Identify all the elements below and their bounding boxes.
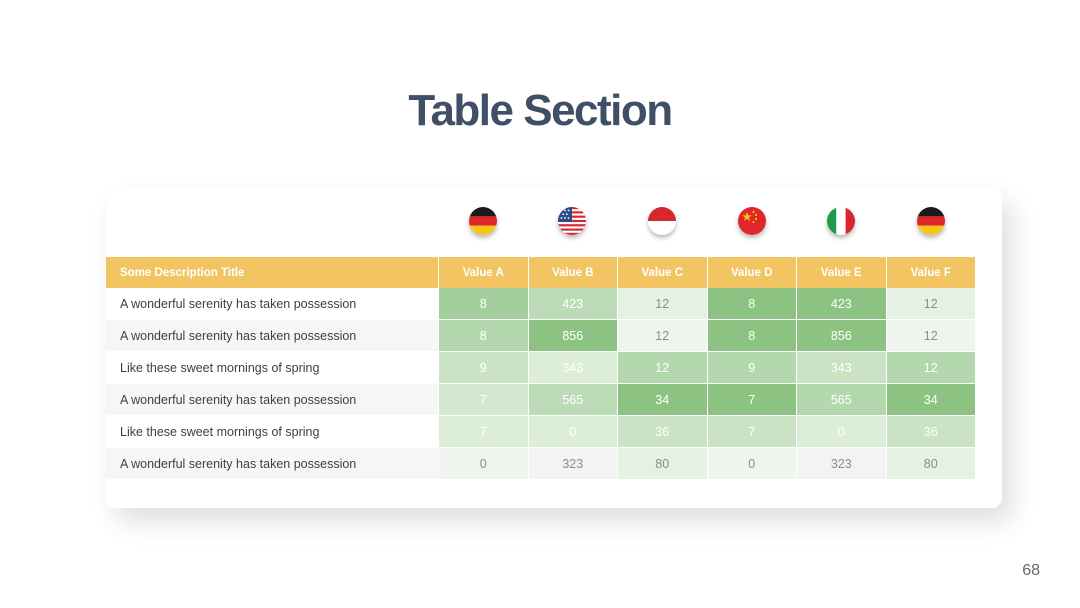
value-cell: 8 [438, 288, 529, 320]
row-description: A wonderful serenity has taken possessio… [106, 383, 439, 416]
flag-cell [617, 204, 707, 238]
indonesia-flag-icon [648, 207, 677, 235]
germany-flag-icon [917, 207, 946, 235]
value-cell: 7 [707, 415, 797, 448]
header-value-b: Value B [528, 257, 618, 288]
flag-row [438, 204, 976, 238]
value-cell: 12 [886, 351, 976, 384]
data-table: Some Description Title Value A Value B V… [106, 257, 976, 480]
germany-flag-icon [468, 207, 497, 235]
row-description: A wonderful serenity has taken possessio… [106, 319, 439, 352]
value-cell: 7 [707, 383, 797, 416]
value-cell: 565 [796, 383, 887, 416]
row-description: A wonderful serenity has taken possessio… [106, 288, 439, 320]
value-cell: 9 [707, 351, 797, 384]
header-description: Some Description Title [106, 257, 439, 288]
slide-title: Table Section [408, 86, 673, 135]
value-cell: 0 [796, 415, 887, 448]
value-cell: 856 [796, 319, 887, 352]
italy-flag-icon [827, 207, 856, 235]
value-cell: 36 [886, 415, 976, 448]
header-value-e: Value E [796, 257, 887, 288]
row-description: Like these sweet mornings of spring [106, 415, 439, 448]
value-cell: 0 [438, 447, 529, 480]
value-cell: 12 [617, 288, 708, 320]
value-cell: 80 [886, 447, 976, 480]
value-cell: 856 [528, 319, 618, 352]
value-cell: 423 [796, 288, 887, 320]
header-value-f: Value F [886, 257, 976, 288]
value-cell: 36 [617, 415, 708, 448]
value-cell: 12 [617, 351, 708, 384]
value-cell: 12 [886, 319, 976, 352]
table-row: A wonderful serenity has taken possessio… [106, 288, 976, 320]
header-value-d: Value D [707, 257, 797, 288]
table-row: Like these sweet mornings of spring 7 0 36 7… [106, 415, 976, 448]
header-value-a: Value A [438, 257, 529, 288]
value-cell: 34 [617, 383, 708, 416]
table-row: Like these sweet mornings of spring 9 343 1… [106, 351, 976, 384]
table-row: A wonderful serenity has taken possessio… [106, 319, 976, 352]
usa-flag-icon [558, 207, 587, 235]
value-cell: 343 [528, 351, 618, 384]
value-cell: 323 [796, 447, 887, 480]
value-cell: 9 [438, 351, 529, 384]
flag-cell [797, 204, 887, 238]
value-cell: 8 [438, 319, 529, 352]
china-flag-icon [737, 207, 766, 235]
row-description: A wonderful serenity has taken possessio… [106, 447, 439, 480]
flag-cell [438, 204, 528, 238]
page-number: 68 [1022, 562, 1040, 579]
value-cell: 343 [796, 351, 887, 384]
value-cell: 8 [707, 319, 797, 352]
value-cell: 80 [617, 447, 708, 480]
table-row: A wonderful serenity has taken possessio… [106, 447, 976, 480]
value-cell: 0 [707, 447, 797, 480]
header-value-c: Value C [617, 257, 708, 288]
value-cell: 7 [438, 383, 529, 416]
value-cell: 323 [528, 447, 618, 480]
flag-cell [886, 204, 976, 238]
flag-cell [707, 204, 797, 238]
row-description: Like these sweet mornings of spring [106, 351, 439, 384]
flag-cell [528, 204, 618, 238]
value-cell: 12 [617, 319, 708, 352]
table-row: A wonderful serenity has taken possessio… [106, 383, 976, 416]
value-cell: 565 [528, 383, 618, 416]
value-cell: 7 [438, 415, 529, 448]
table-header-row: Some Description Title Value A Value B V… [106, 257, 976, 288]
value-cell: 423 [528, 288, 618, 320]
value-cell: 34 [886, 383, 976, 416]
value-cell: 8 [707, 288, 797, 320]
value-cell: 0 [528, 415, 618, 448]
value-cell: 12 [886, 288, 976, 320]
